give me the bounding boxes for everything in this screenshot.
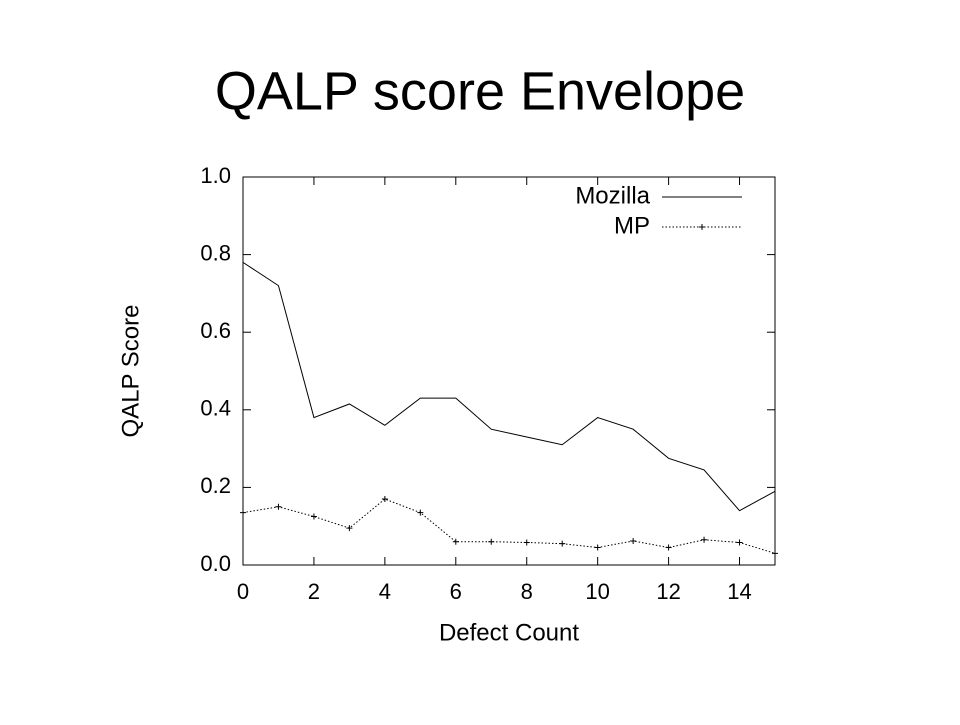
point-marker	[523, 539, 530, 546]
point-marker	[310, 513, 317, 520]
point-marker	[488, 538, 495, 545]
point-marker	[736, 539, 743, 546]
x-tick-label: 2	[308, 579, 320, 604]
y-tick-label: 0.2	[200, 473, 231, 498]
x-tick-label: 8	[521, 579, 533, 604]
point-marker	[772, 550, 778, 557]
point-marker	[417, 509, 424, 516]
point-marker	[381, 496, 388, 503]
x-tick-label: 6	[450, 579, 462, 604]
point-marker	[275, 503, 282, 510]
plot-frame	[242, 176, 776, 566]
y-tick-label: 0.4	[200, 396, 231, 421]
point-marker	[559, 540, 566, 547]
point-marker	[452, 538, 459, 545]
x-axis-label: Defect Count	[439, 619, 579, 646]
point-marker	[665, 544, 672, 551]
y-tick-label: 1.0	[200, 163, 231, 188]
y-tick-label: 0.0	[200, 551, 231, 576]
point-marker	[240, 509, 246, 516]
series-line	[242, 498, 776, 554]
y-tick-label: 0.8	[200, 240, 231, 265]
point-marker	[346, 525, 353, 532]
point-marker	[594, 544, 601, 551]
slide-title: QALP score Envelope	[215, 61, 745, 121]
point-marker	[701, 536, 708, 543]
legend-marker	[699, 224, 705, 230]
x-tick-label: 12	[656, 579, 680, 604]
x-tick-label: 0	[237, 579, 249, 604]
y-tick-label: 0.6	[200, 318, 231, 343]
y-axis-label: QALP Score	[117, 305, 144, 438]
point-marker	[630, 537, 637, 544]
legend-label: Mozilla	[575, 182, 650, 209]
legend-label: MP	[614, 212, 650, 239]
series-line	[242, 261, 776, 512]
x-tick-label: 4	[379, 579, 391, 604]
x-tick-label: 10	[585, 579, 609, 604]
x-tick-label: 14	[727, 579, 751, 604]
